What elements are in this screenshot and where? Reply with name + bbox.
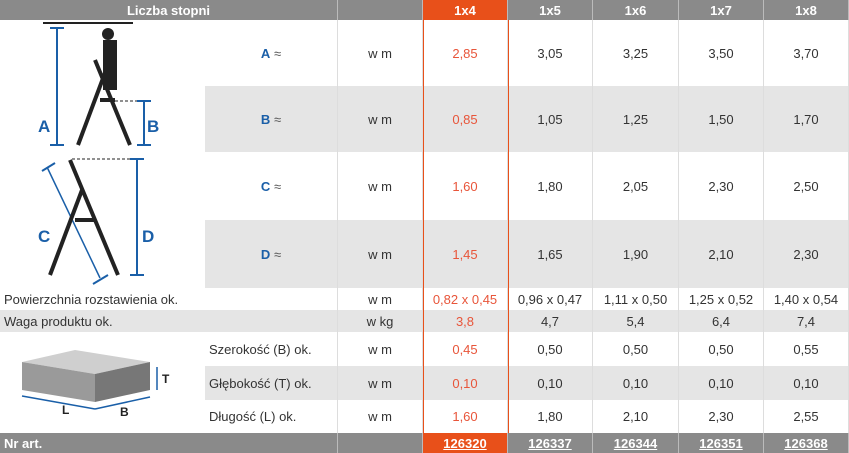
- unit-cell: w m: [338, 20, 423, 86]
- label-b-box: B: [120, 405, 129, 419]
- value-cell: 1,25: [593, 86, 679, 152]
- article-link[interactable]: 126344: [613, 435, 658, 451]
- value-cell: 5,4: [593, 310, 679, 332]
- value-cell: 1,45: [423, 220, 508, 288]
- value-cell: 2,50: [764, 152, 849, 220]
- row-label: Długość (L) ok.: [205, 400, 338, 433]
- article-cell: 126337: [508, 433, 593, 453]
- value-cell: 0,82 x 0,45: [423, 288, 508, 310]
- ladder-diagram: A B C D: [38, 22, 159, 285]
- value-cell: 1,80: [508, 400, 593, 433]
- approx-sign: ≈: [273, 246, 282, 262]
- column-header-1x5: 1x5: [508, 0, 593, 20]
- dimension-letter: A: [260, 45, 271, 61]
- value-cell: 3,8: [423, 310, 508, 332]
- label-a: A: [38, 117, 50, 136]
- column-header-1x7: 1x7: [679, 0, 764, 20]
- value-cell: 0,10: [679, 366, 764, 400]
- header-unit: [338, 0, 423, 20]
- value-cell: 2,85: [423, 20, 508, 86]
- value-cell: 0,45: [423, 332, 508, 366]
- row-label: Powierzchnia rozstawienia ok.: [0, 288, 338, 310]
- article-link[interactable]: 126368: [784, 435, 828, 451]
- value-cell: 7,4: [764, 310, 849, 332]
- row-label: Waga produktu ok.: [0, 310, 338, 332]
- value-cell: 2,05: [593, 152, 679, 220]
- value-cell: 1,40 x 0,54: [764, 288, 849, 310]
- dimension-letter: D: [260, 246, 271, 262]
- value-cell: 1,65: [508, 220, 593, 288]
- article-cell: 126320: [423, 433, 508, 453]
- value-cell: 1,80: [508, 152, 593, 220]
- unit-cell: w m: [338, 152, 423, 220]
- dimension-letter: C: [260, 178, 271, 194]
- footer-unit: [338, 433, 423, 453]
- value-cell: 0,50: [593, 332, 679, 366]
- value-cell: 0,10: [423, 366, 508, 400]
- label-t: T: [162, 372, 170, 386]
- article-link[interactable]: 126337: [528, 435, 572, 451]
- value-cell: 0,10: [508, 366, 593, 400]
- header-title: Liczba stopni: [0, 0, 338, 20]
- label-l: L: [62, 403, 69, 417]
- dimension-label: D ≈: [205, 220, 338, 288]
- value-cell: 1,25 x 0,52: [679, 288, 764, 310]
- value-cell: 0,10: [593, 366, 679, 400]
- unit-cell: w kg: [338, 310, 423, 332]
- value-cell: 2,30: [764, 220, 849, 288]
- approx-sign: ≈: [273, 111, 282, 127]
- row-label: Głębokość (T) ok.: [205, 366, 338, 400]
- label-c: C: [38, 227, 50, 246]
- package-diagram: T L B: [21, 350, 170, 419]
- value-cell: 2,10: [593, 400, 679, 433]
- approx-sign: ≈: [273, 178, 282, 194]
- value-cell: 1,60: [423, 152, 508, 220]
- value-cell: 0,10: [764, 366, 849, 400]
- value-cell: 2,30: [679, 400, 764, 433]
- value-cell: 3,50: [679, 20, 764, 86]
- dimension-label: C ≈: [205, 152, 338, 220]
- column-header-1x8: 1x8: [764, 0, 849, 20]
- value-cell: 1,90: [593, 220, 679, 288]
- unit-cell: w m: [338, 86, 423, 152]
- value-cell: 3,70: [764, 20, 849, 86]
- dimension-letter: B: [260, 111, 271, 127]
- row-label: Szerokość (B) ok.: [205, 332, 338, 366]
- article-link[interactable]: 126320: [443, 435, 487, 451]
- value-cell: 1,11 x 0,50: [593, 288, 679, 310]
- unit-cell: w m: [338, 220, 423, 288]
- column-header-1x4: 1x4: [423, 0, 508, 20]
- article-cell: 126368: [764, 433, 849, 453]
- value-cell: 2,10: [679, 220, 764, 288]
- label-b: B: [147, 117, 159, 136]
- footer-label: Nr art.: [0, 433, 338, 453]
- value-cell: 1,60: [423, 400, 508, 433]
- value-cell: 6,4: [679, 310, 764, 332]
- article-cell: 126344: [593, 433, 679, 453]
- dimension-label: A ≈: [205, 20, 338, 86]
- value-cell: 0,85: [423, 86, 508, 152]
- value-cell: 1,05: [508, 86, 593, 152]
- article-link[interactable]: 126351: [699, 435, 743, 451]
- value-cell: 1,70: [764, 86, 849, 152]
- value-cell: 0,55: [764, 332, 849, 366]
- column-header-1x6: 1x6: [593, 0, 679, 20]
- unit-cell: w m: [338, 332, 423, 366]
- dimension-label: B ≈: [205, 86, 338, 152]
- value-cell: 0,50: [679, 332, 764, 366]
- value-cell: 1,50: [679, 86, 764, 152]
- value-cell: 0,96 x 0,47: [508, 288, 593, 310]
- unit-cell: w m: [338, 288, 423, 310]
- unit-cell: w m: [338, 400, 423, 433]
- value-cell: 2,30: [679, 152, 764, 220]
- unit-cell: w m: [338, 366, 423, 400]
- value-cell: 3,25: [593, 20, 679, 86]
- approx-sign: ≈: [273, 45, 282, 61]
- value-cell: 2,55: [764, 400, 849, 433]
- label-d: D: [142, 227, 154, 246]
- value-cell: 4,7: [508, 310, 593, 332]
- value-cell: 0,50: [508, 332, 593, 366]
- article-cell: 126351: [679, 433, 764, 453]
- value-cell: 3,05: [508, 20, 593, 86]
